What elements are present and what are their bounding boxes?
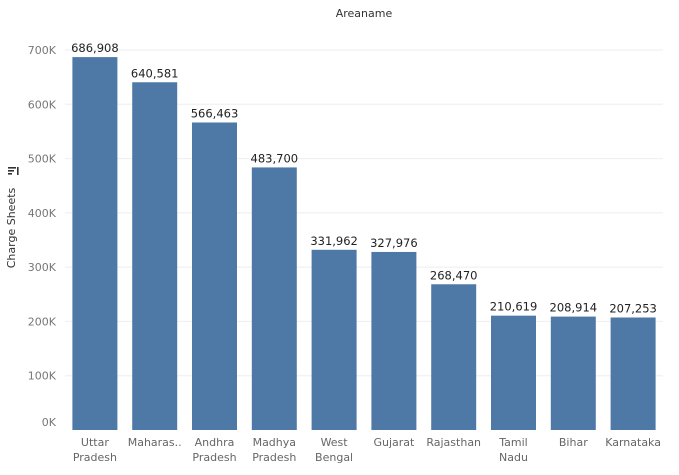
x-tick-label: West xyxy=(321,436,349,449)
x-tick-label: Bengal xyxy=(315,451,353,464)
data-label: 483,700 xyxy=(251,151,299,165)
x-tick-label: Gujarat xyxy=(373,436,415,449)
y-tick-label: 0K xyxy=(42,416,57,429)
chart-title: Areaname xyxy=(336,7,393,20)
x-tick-label: Nadu xyxy=(499,451,528,464)
bar[interactable] xyxy=(72,57,118,430)
x-tick-label: Tamil xyxy=(498,436,527,449)
sort-descending-icon[interactable] xyxy=(8,167,19,175)
x-tick-label: Pradesh xyxy=(192,451,236,464)
x-axis: Uttar Pradesh Maharas.. Andhra Pradesh Madhya… xyxy=(73,436,661,464)
bar[interactable] xyxy=(251,167,297,431)
bar[interactable] xyxy=(550,316,596,430)
y-axis: 0K 100K 200K 300K 400K 500K 600K 700K xyxy=(28,44,57,429)
bar[interactable] xyxy=(132,82,178,430)
bar[interactable] xyxy=(431,284,477,430)
x-tick-label: Uttar xyxy=(81,436,109,449)
bar[interactable] xyxy=(311,249,357,430)
data-labels: 686,908 640,581 566,463 483,700 331,962 327,9… xyxy=(71,41,657,315)
x-tick-label: Maharas.. xyxy=(128,436,182,449)
data-label: 327,976 xyxy=(370,236,418,250)
x-tick-label: Andhra xyxy=(195,436,235,449)
bar[interactable] xyxy=(610,317,656,430)
data-label: 331,962 xyxy=(310,234,358,248)
data-label: 686,908 xyxy=(71,41,119,55)
data-label: 640,581 xyxy=(131,66,179,80)
y-tick-label: 400K xyxy=(28,207,57,220)
data-label: 208,914 xyxy=(550,301,598,315)
data-label: 268,470 xyxy=(430,268,478,282)
y-tick-label: 100K xyxy=(28,370,57,383)
data-label: 566,463 xyxy=(191,106,239,120)
y-tick-label: 300K xyxy=(28,261,57,274)
bar[interactable] xyxy=(192,122,237,430)
y-tick-label: 500K xyxy=(28,153,57,166)
data-label: 210,619 xyxy=(490,300,538,314)
x-tick-label: Pradesh xyxy=(73,451,117,464)
x-tick-label: Madhya xyxy=(253,436,296,449)
bar[interactable] xyxy=(491,315,536,430)
bars xyxy=(72,57,656,431)
x-tick-label: Pradesh xyxy=(252,451,296,464)
data-label: 207,253 xyxy=(609,301,657,315)
y-axis-title: Charge Sheets xyxy=(5,187,18,268)
bar[interactable] xyxy=(371,251,417,430)
y-tick-label: 200K xyxy=(28,315,57,328)
x-tick-label: Bihar xyxy=(559,436,588,449)
y-tick-label: 700K xyxy=(28,44,57,57)
y-tick-label: 600K xyxy=(28,98,57,111)
x-tick-label: Karnataka xyxy=(605,436,661,449)
x-tick-label: Rajasthan xyxy=(426,436,481,449)
